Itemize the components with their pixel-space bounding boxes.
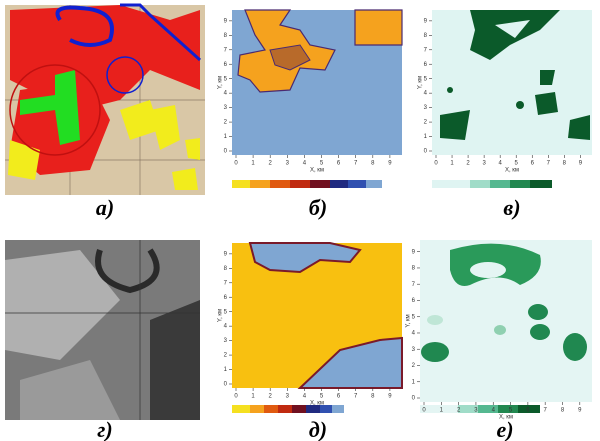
x-tick-label: 9 (578, 408, 582, 414)
x-tick-label: 9 (388, 161, 392, 167)
y-tick-label: 5 (224, 309, 228, 315)
y-tick-label: 2 (424, 120, 428, 126)
x-tick-label: 1 (450, 161, 454, 167)
x-tick-label: 9 (579, 161, 583, 167)
y-tick-label: 0 (424, 149, 428, 155)
x-tick-label: 8 (371, 394, 375, 400)
y-tick-label: 9 (412, 249, 416, 255)
y-tick-label: 8 (224, 266, 228, 272)
y-tick-label: 1 (412, 379, 416, 385)
x-tick-label: 0 (434, 161, 438, 167)
colorbar (250, 180, 382, 188)
y-tick-label: 6 (224, 295, 228, 301)
x-tick-label: 8 (561, 408, 565, 414)
y-tick-label: 9 (424, 18, 428, 24)
y-tick-label: 6 (224, 62, 228, 68)
x-tick-label: 3 (286, 394, 290, 400)
panel-label: е) (496, 417, 513, 441)
x-tick-label: 3 (286, 161, 290, 167)
y-axis-label: Y, км (418, 76, 424, 89)
y-tick-label: 7 (224, 47, 228, 53)
x-tick-label: 8 (563, 161, 567, 167)
x-tick-label: 7 (354, 161, 358, 167)
x-tick-label: 1 (251, 161, 255, 167)
y-tick-label: 4 (224, 91, 228, 97)
map-panel (5, 5, 205, 195)
y-tick-label: 2 (412, 363, 416, 369)
x-tick-label: 3 (482, 161, 486, 167)
x-tick-label: 7 (544, 408, 548, 414)
y-tick-label: 4 (224, 324, 228, 330)
y-tick-label: 1 (424, 134, 428, 140)
y-tick-label: 6 (424, 62, 428, 68)
y-tick-label: 0 (224, 149, 228, 155)
y-tick-label: 7 (412, 282, 416, 288)
x-tick-label: 5 (515, 161, 519, 167)
x-axis-label: X, км (310, 401, 324, 407)
y-axis-label: Y, км (218, 309, 224, 322)
y-tick-label: 1 (224, 367, 228, 373)
x-tick-label: 5 (320, 161, 324, 167)
panel-label: г) (97, 417, 112, 441)
x-tick-label: 2 (466, 161, 470, 167)
x-tick-label: 7 (354, 394, 358, 400)
x-tick-label: 4 (303, 161, 307, 167)
y-tick-label: 5 (424, 76, 428, 82)
panel-label: в) (503, 195, 520, 220)
x-tick-label: 0 (234, 394, 238, 400)
y-tick-label: 8 (412, 266, 416, 272)
y-tick-label: 2 (224, 353, 228, 359)
x-tick-label: 0 (234, 161, 238, 167)
panel-label: б) (309, 195, 327, 220)
y-tick-label: 0 (224, 382, 228, 388)
y-tick-label: 7 (424, 47, 428, 53)
y-tick-label: 2 (224, 120, 228, 126)
panel-label: д) (309, 417, 327, 441)
y-tick-label: 0 (412, 396, 416, 402)
x-tick-label: 6 (337, 161, 341, 167)
aerial-photo (5, 240, 200, 420)
x-tick-label: 1 (251, 394, 255, 400)
model-map (232, 10, 402, 188)
y-tick-label: 3 (412, 347, 416, 353)
x-tick-label: 8 (371, 161, 375, 167)
y-tick-label: 3 (224, 338, 228, 344)
x-tick-label: 6 (531, 161, 535, 167)
y-axis-label: Y, км (406, 314, 412, 327)
density-map (432, 10, 592, 188)
y-tick-label: 4 (412, 331, 416, 337)
figure: а) б) 0 1 2 3 4 5 6 7 8 9 0 1 2 3 4 5 6 7 8 9 X, км Y, км в) 0 1 2 3… (0, 0, 600, 441)
x-axis-label: X, км (499, 415, 513, 421)
x-tick-label: 4 (499, 161, 503, 167)
x-axis-label: X, км (505, 168, 519, 174)
model-map (232, 243, 402, 413)
y-tick-label: 8 (424, 33, 428, 39)
x-tick-label: 2 (269, 394, 273, 400)
y-tick-label: 3 (424, 105, 428, 111)
y-axis-label: Y, км (218, 76, 224, 89)
x-tick-label: 9 (388, 394, 392, 400)
y-tick-label: 1 (224, 134, 228, 140)
y-tick-label: 9 (224, 18, 228, 24)
y-tick-label: 9 (224, 251, 228, 257)
y-tick-label: 8 (224, 33, 228, 39)
panel-label: а) (96, 195, 114, 220)
y-tick-label: 5 (412, 314, 416, 320)
y-tick-label: 6 (412, 298, 416, 304)
x-tick-label: 6 (337, 394, 341, 400)
y-tick-label: 5 (224, 76, 228, 82)
y-tick-label: 3 (224, 105, 228, 111)
y-tick-label: 4 (424, 91, 428, 97)
x-tick-label: 4 (303, 394, 307, 400)
x-tick-label: 7 (547, 161, 551, 167)
y-tick-label: 7 (224, 280, 228, 286)
x-axis-label: X, км (310, 168, 324, 174)
density-map (420, 240, 592, 413)
x-tick-label: 5 (320, 394, 324, 400)
x-tick-label: 2 (269, 161, 273, 167)
